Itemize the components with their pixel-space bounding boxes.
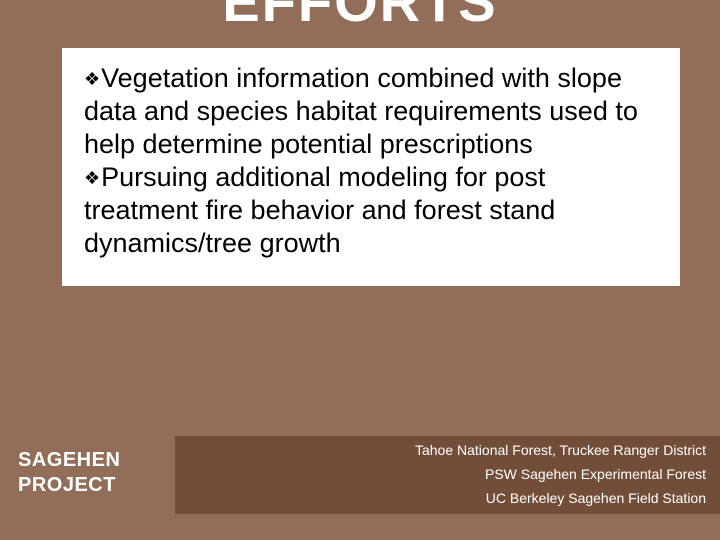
bullet-text-1: Vegetation information combined with slo… (84, 63, 638, 159)
bullet-text-2: Pursuing additional modeling for post tr… (84, 162, 555, 258)
diamond-bullet-icon: ❖ (84, 69, 101, 89)
footer-credit-2: PSW Sagehen Experimental Forest (485, 463, 706, 487)
project-name-line1: SAGEHEN (18, 448, 175, 473)
content-paragraph: ❖Vegetation information combined with sl… (84, 62, 658, 260)
footer-credit-3: UC Berkeley Sagehen Field Station (486, 487, 706, 511)
title-line-2: EFFORTS (0, 0, 720, 30)
footer: SAGEHEN PROJECT Tahoe National Forest, T… (0, 436, 720, 514)
project-name-line2: PROJECT (18, 473, 175, 498)
footer-credit-1: Tahoe National Forest, Truckee Ranger Di… (415, 439, 706, 463)
diamond-bullet-icon: ❖ (84, 168, 101, 188)
footer-left: SAGEHEN PROJECT (0, 436, 175, 514)
slide-title: EFFORTS (0, 0, 720, 30)
content-box: ❖Vegetation information combined with sl… (62, 48, 680, 286)
footer-right: Tahoe National Forest, Truckee Ranger Di… (175, 436, 720, 514)
